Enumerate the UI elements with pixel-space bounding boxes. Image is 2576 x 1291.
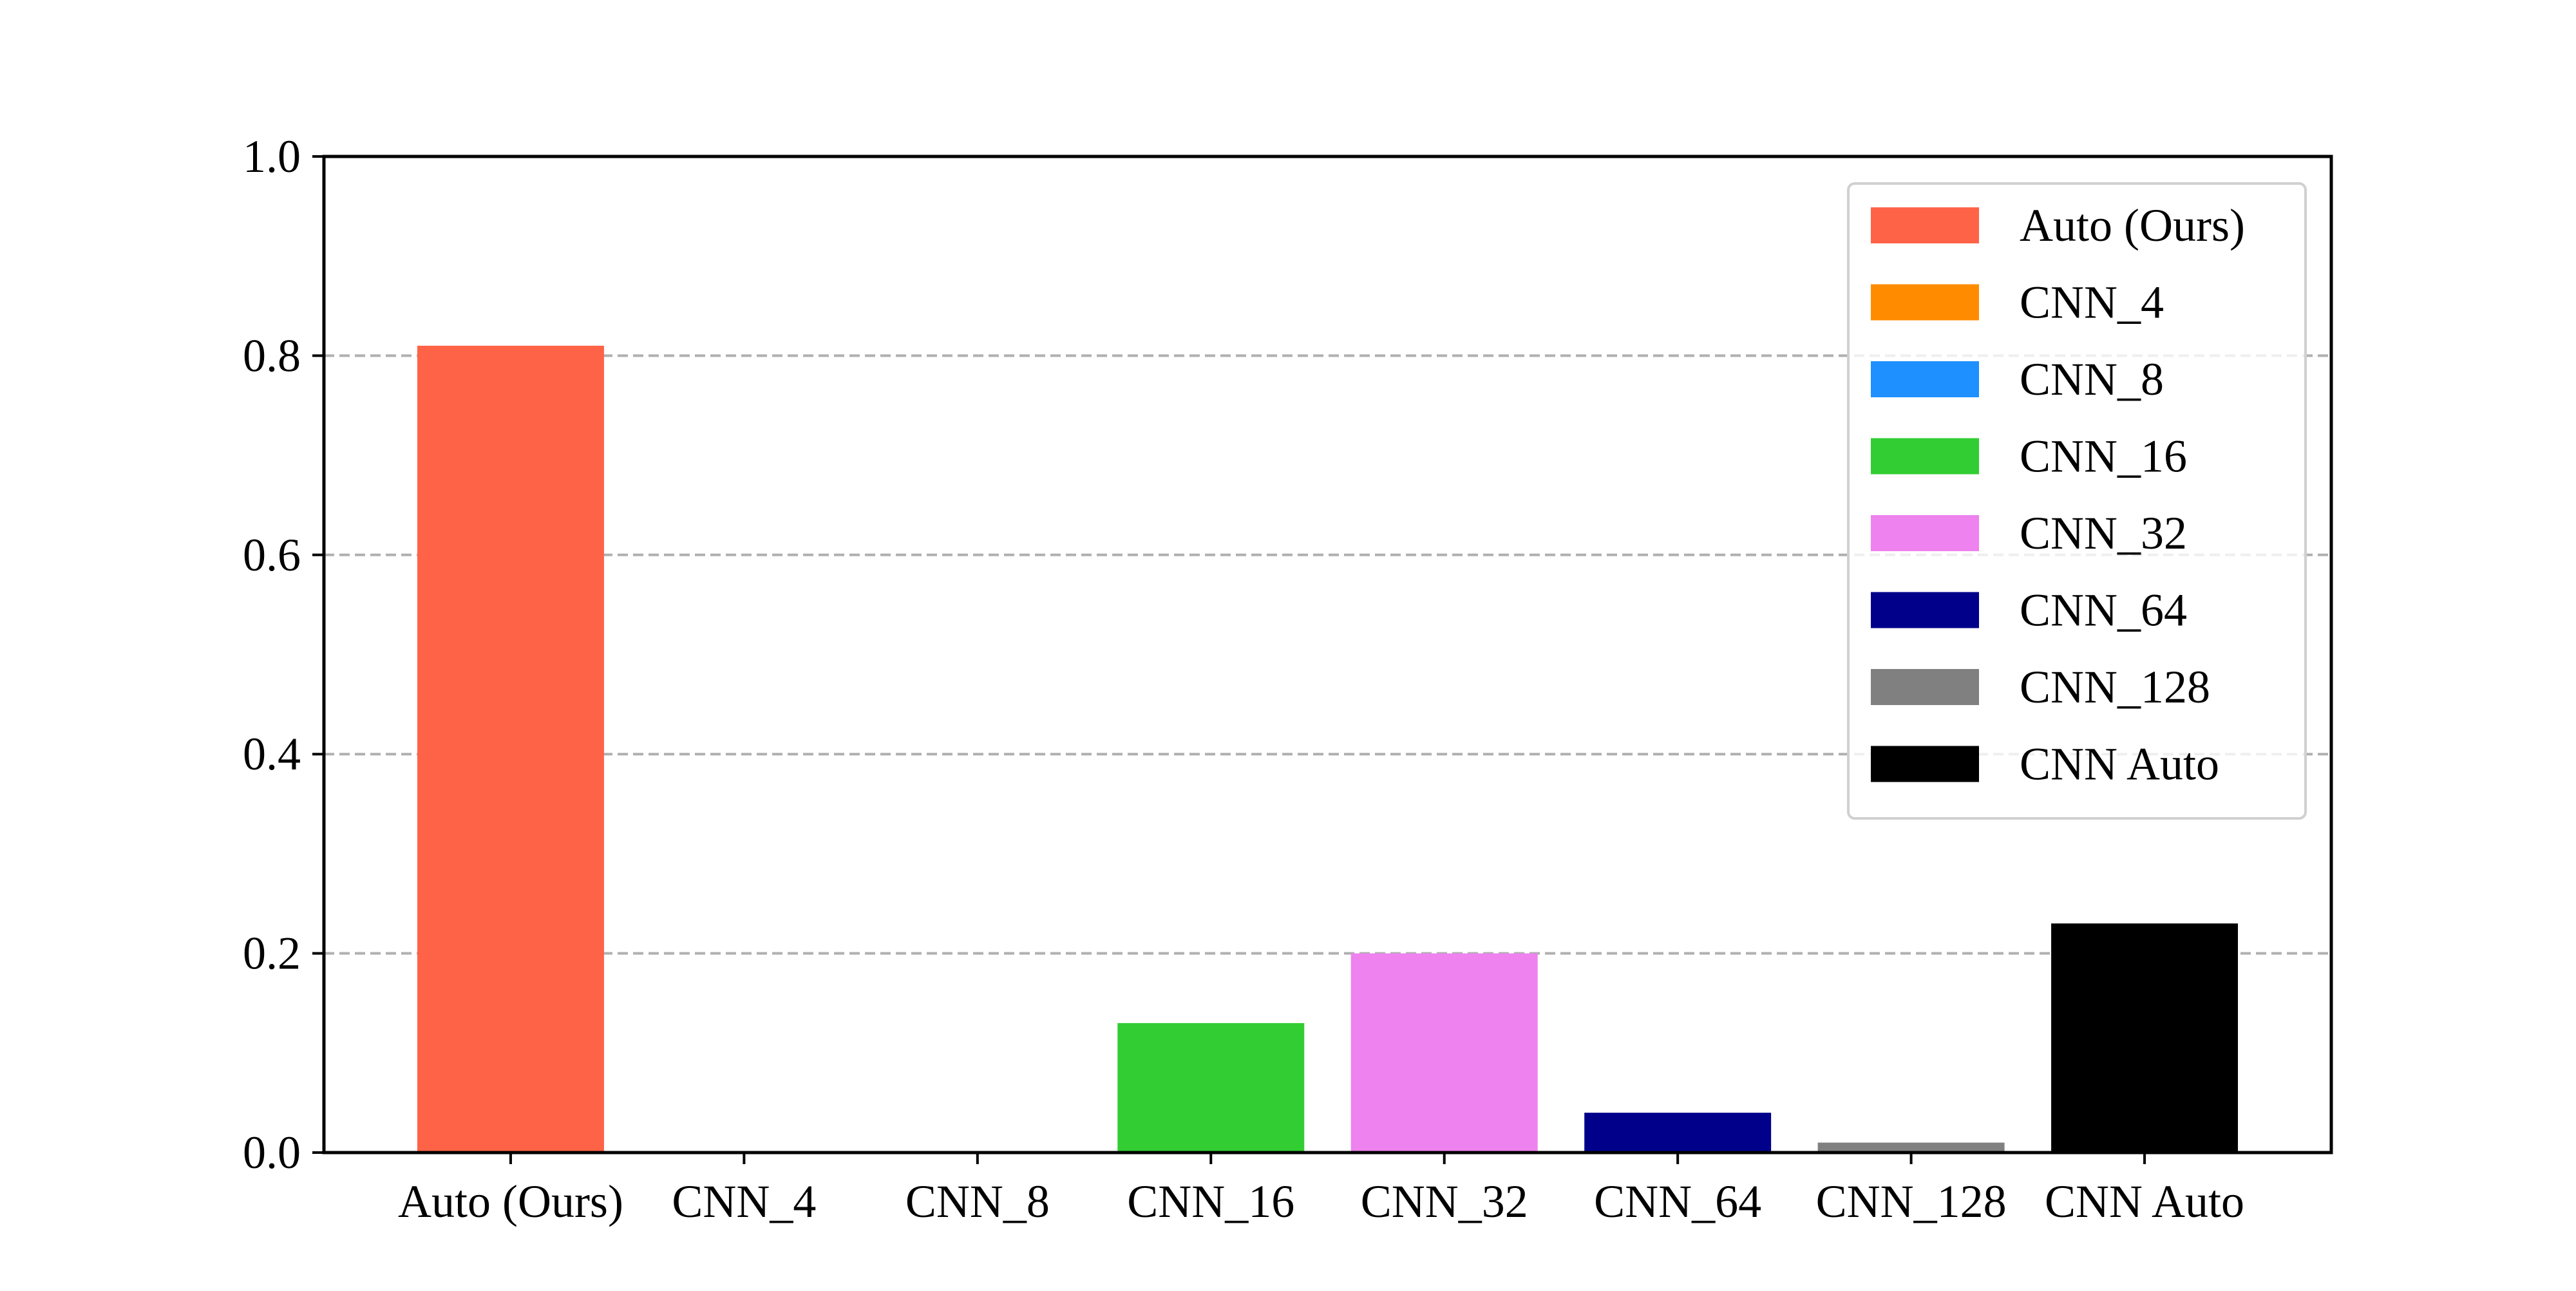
y-tick-label: 0.4	[243, 728, 301, 780]
bar	[1117, 1022, 1305, 1153]
legend: Auto (Ours) CNN_4 CNN_8 CNN_16 CNN_32 CNN_64 C…	[1847, 182, 2307, 820]
y-tick-label: 0.8	[243, 330, 301, 381]
legend-swatch	[1871, 361, 1979, 397]
legend-label: CNN_8	[2020, 353, 2164, 405]
bar	[1350, 953, 1538, 1153]
legend-swatch	[1871, 438, 1979, 475]
legend-swatch	[1871, 592, 1979, 628]
legend-swatch	[1871, 284, 1979, 321]
legend-label: CNN_128	[2020, 661, 2210, 713]
legend-swatch	[1871, 515, 1979, 551]
y-tick-label: 1.0	[243, 131, 301, 182]
x-tick-label: CNN_16	[1127, 1176, 1294, 1227]
legend-label: CNN Auto	[2020, 739, 2219, 790]
x-tick-label: CNN_32	[1361, 1176, 1528, 1227]
legend-label: Auto (Ours)	[2020, 200, 2245, 251]
x-tick-label: CNN_4	[672, 1176, 816, 1227]
y-tick-label: 0.6	[243, 529, 301, 581]
legend-label: CNN_16	[2020, 431, 2187, 482]
bars-layer	[417, 345, 2239, 1153]
x-tick-label: CNN_128	[1816, 1176, 2007, 1227]
legend-label: CNN_32	[2020, 507, 2187, 559]
bar	[2051, 923, 2239, 1153]
y-tick-label: 0.0	[243, 1127, 301, 1178]
x-axis: Auto (Ours) CNN_4 CNN_8 CNN_16 CNN_32 CNN_64 C…	[398, 1153, 2244, 1227]
legend-swatch	[1871, 669, 1979, 705]
y-tick-label: 0.2	[243, 928, 301, 979]
legend-frame	[1847, 182, 2307, 820]
x-tick-label: CNN_64	[1594, 1176, 1761, 1227]
y-axis: 0.0 0.2 0.4 0.6 0.8 1.0	[243, 131, 324, 1178]
x-tick-label: CNN_8	[905, 1176, 1050, 1227]
legend-label: CNN_64	[2020, 585, 2187, 636]
legend-swatch	[1871, 746, 1979, 782]
x-tick-label: Auto (Ours)	[398, 1176, 623, 1227]
legend-swatch	[1871, 207, 1979, 243]
x-tick-label: CNN Auto	[2045, 1176, 2244, 1227]
bar	[1817, 1142, 2005, 1153]
legend-label: CNN_4	[2020, 277, 2164, 328]
bar	[417, 345, 604, 1153]
bar	[1584, 1113, 1772, 1153]
plot-frame	[322, 155, 2333, 1154]
